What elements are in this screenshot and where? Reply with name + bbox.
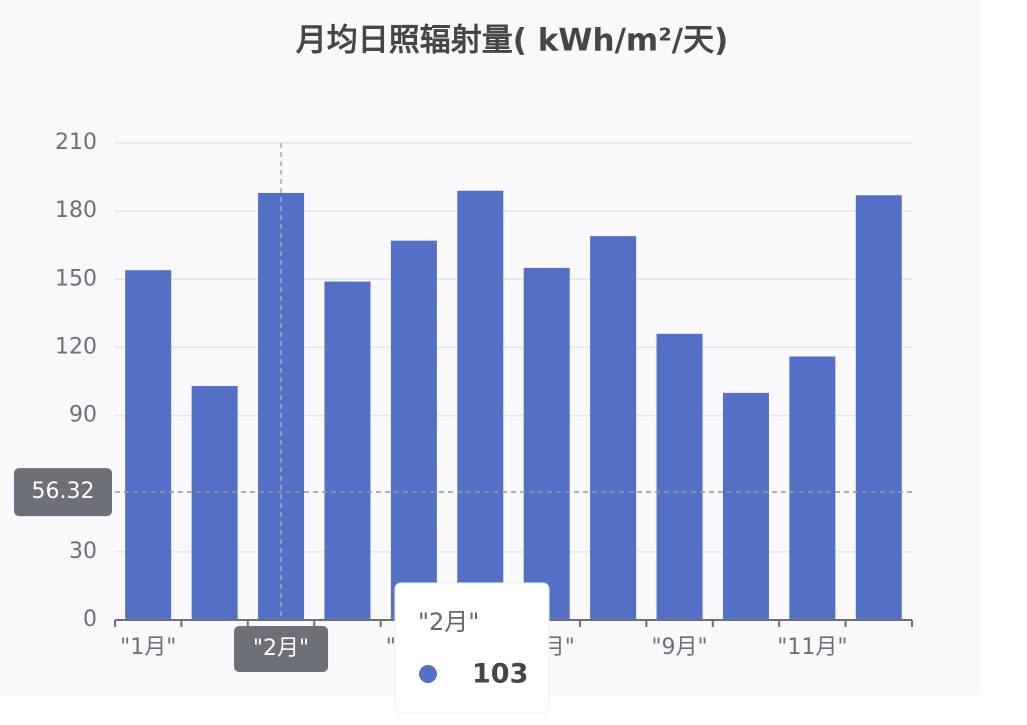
bar: [656, 333, 703, 620]
y-tick-label: 90: [69, 403, 97, 428]
y-pointer-label-bg: [14, 468, 112, 517]
bar: [590, 236, 637, 620]
bar: [523, 267, 570, 620]
x-tick-label: "9月": [651, 635, 707, 660]
bar: [855, 195, 902, 620]
bar: [722, 392, 769, 620]
y-tick-label: 180: [55, 198, 97, 223]
bar: [324, 281, 371, 620]
bar: [457, 190, 504, 620]
tooltip-box: [394, 582, 550, 714]
tooltip: "2月" 103: [394, 582, 550, 714]
y-tick-label: 30: [69, 539, 97, 564]
bar: [789, 356, 836, 620]
tooltip-value: 103: [472, 659, 528, 690]
y-tick-label: 150: [55, 266, 97, 291]
y-tick-label: 0: [83, 607, 97, 632]
y-tick-label: 210: [55, 130, 97, 155]
y-pointer-label: 56.32: [32, 479, 95, 504]
chart-title: 月均日照辐射量( kWh/m²/天): [296, 23, 729, 59]
bar: [125, 270, 172, 620]
bar: [191, 386, 238, 620]
x-pointer-label-bg: [234, 626, 329, 672]
tooltip-marker: [419, 665, 437, 683]
tooltip-title: "2月": [418, 608, 479, 636]
bar: [390, 240, 437, 620]
x-tick-label: "11月": [777, 635, 847, 660]
x-pointer-label: "2月": [253, 636, 309, 661]
x-tick-label: "1月": [120, 635, 176, 660]
y-tick-label: 120: [55, 334, 97, 359]
